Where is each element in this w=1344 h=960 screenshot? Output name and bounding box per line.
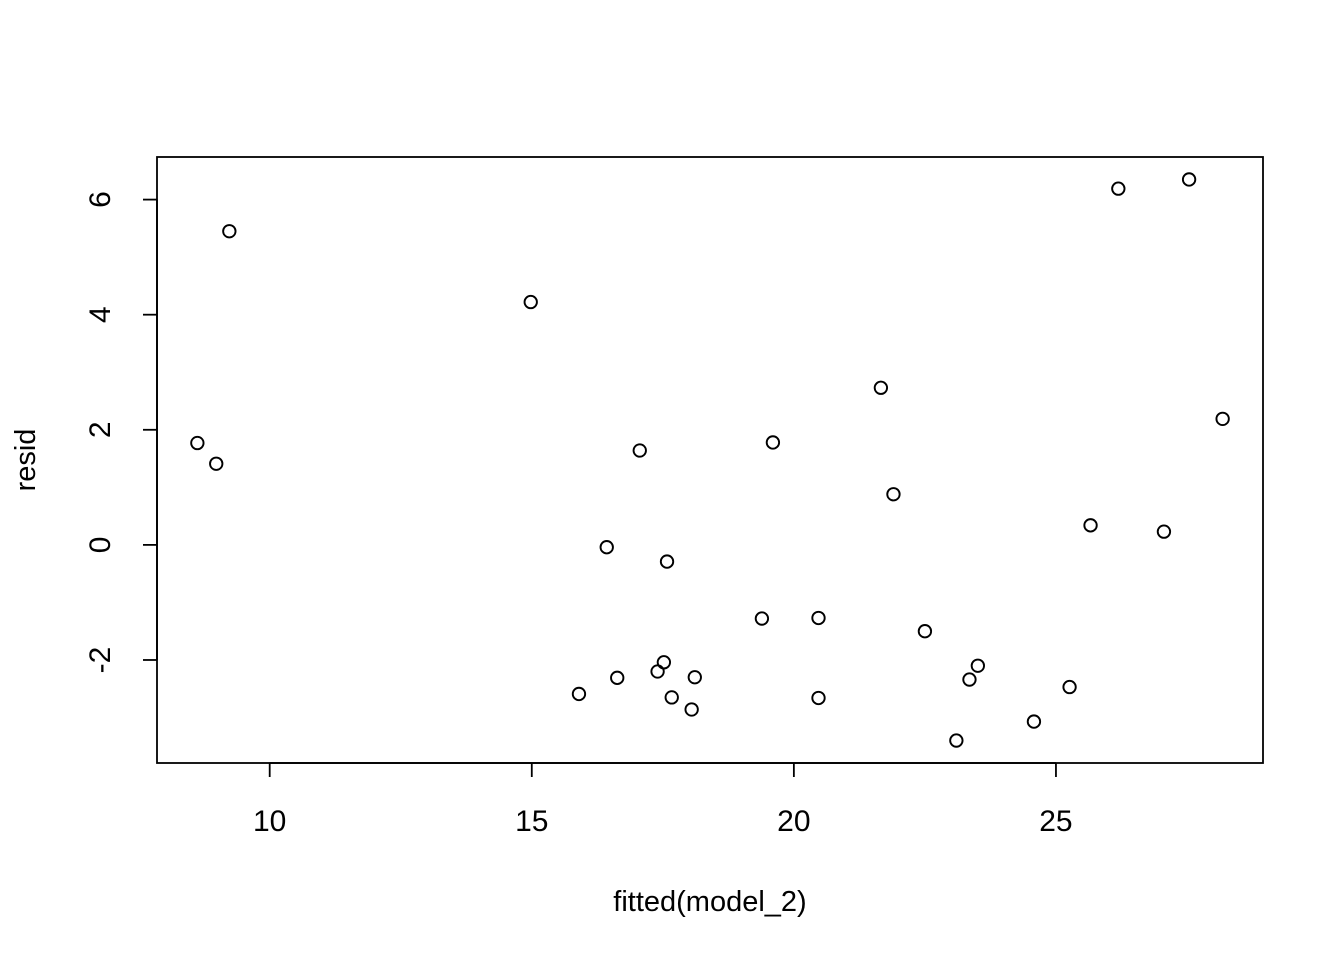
y-tick-label: 4 (84, 306, 117, 323)
x-tick-label: 20 (777, 805, 810, 838)
y-tick-label: 6 (84, 191, 117, 208)
x-tick-label: 10 (253, 805, 286, 838)
data-point (684, 702, 699, 717)
data-point (1215, 411, 1230, 427)
data-point (886, 487, 901, 502)
data-point (962, 672, 977, 687)
data-point (811, 610, 826, 626)
data-point (970, 658, 986, 673)
data-point (632, 443, 647, 458)
y-tick-label: 2 (84, 421, 117, 438)
data-point (949, 733, 964, 748)
y-axis: -2 0 2 4 6 (84, 191, 158, 674)
data-point (1181, 172, 1197, 187)
data-point (664, 690, 679, 705)
data-point (190, 435, 205, 451)
data-point (1083, 518, 1098, 533)
x-axis: 10 15 20 25 (253, 762, 1073, 838)
x-axis-label: fitted(model_2) (613, 886, 806, 918)
data-point (222, 224, 237, 239)
data-point (209, 456, 224, 471)
y-tick-label: -2 (84, 647, 117, 674)
data-point (687, 670, 702, 685)
data-points (190, 172, 1230, 748)
x-tick-label: 25 (1039, 805, 1072, 838)
data-point (659, 554, 675, 569)
data-point (656, 655, 672, 670)
data-point (1062, 679, 1077, 695)
data-point (873, 380, 889, 395)
data-point (571, 686, 587, 702)
y-axis-label: resid (10, 429, 42, 492)
data-point (754, 611, 770, 626)
data-point (917, 624, 933, 639)
data-point (1026, 714, 1042, 729)
y-tick-label: 0 (84, 537, 117, 554)
data-point (523, 294, 538, 310)
data-point (1111, 181, 1126, 196)
data-point (811, 690, 826, 706)
data-point (1156, 524, 1172, 539)
data-point (599, 540, 614, 555)
data-point (610, 670, 625, 685)
x-tick-label: 15 (515, 805, 548, 838)
data-point (765, 435, 781, 450)
